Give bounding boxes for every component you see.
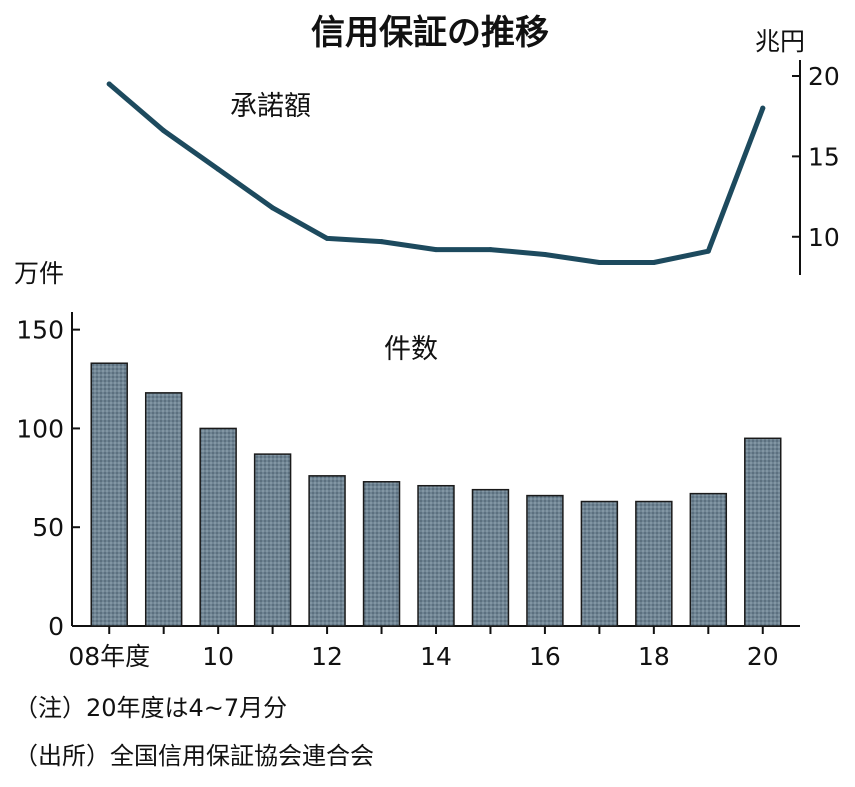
note-text: （注）20年度は4~7月分: [14, 694, 287, 722]
line-point: [215, 166, 221, 172]
bar-xtick-label: 20: [747, 642, 779, 671]
bar: [635, 500, 673, 627]
line-point: [760, 105, 766, 111]
bar-ytick-label: 0: [48, 612, 64, 641]
source-text: （出所）全国信用保証協会連合会: [14, 742, 374, 770]
bar-ytick-label: 50: [32, 513, 64, 542]
line-point: [433, 247, 439, 253]
bar-ytick-label: 100: [16, 414, 64, 443]
line-series-path: [106, 81, 766, 265]
line-point: [596, 259, 602, 265]
bar-xtick-label: 14: [420, 642, 452, 671]
line-ytick-label: 10: [808, 223, 840, 252]
bar-chart: 万件 0 50 100 150 08年度 10 12 14 16 18 20 件数: [14, 259, 800, 671]
bar-ytick-label: 150: [16, 316, 64, 345]
bar: [580, 500, 619, 627]
chart-title: 信用保証の推移: [311, 13, 549, 53]
bar: [199, 427, 237, 627]
bar: [744, 437, 782, 627]
line-point: [324, 235, 330, 241]
bar-series-label: 件数: [384, 334, 438, 365]
bar: [417, 484, 455, 627]
line-point: [487, 247, 493, 253]
bar: [308, 475, 346, 627]
line-point: [651, 259, 657, 265]
bar-xtick-label: 16: [529, 642, 561, 671]
line-unit-label: 兆円: [755, 27, 805, 56]
line-point: [542, 251, 548, 257]
line-ytick-label: 20: [808, 62, 840, 91]
bar-unit-label: 万件: [14, 259, 64, 288]
line-point: [379, 239, 385, 245]
bar: [90, 362, 128, 627]
bar: [253, 453, 292, 627]
line-series-label: 承諾額: [230, 91, 311, 122]
bar: [689, 492, 728, 627]
bar-xtick-label: 12: [311, 642, 343, 671]
bar: [526, 494, 564, 627]
bar: [471, 488, 510, 627]
bar-xtick-label: 08年度: [68, 642, 150, 671]
bar-xtick-label: 18: [638, 642, 670, 671]
line-point: [270, 205, 276, 211]
bar-xtick-label: 10: [202, 642, 234, 671]
line-ytick-label: 15: [808, 142, 840, 171]
line-point: [161, 128, 167, 134]
line-chart: 兆円 10 15 20 承諾額: [106, 27, 840, 275]
bar: [144, 392, 183, 627]
line-point: [705, 248, 711, 254]
line-point: [106, 81, 112, 87]
bar: [362, 481, 401, 627]
